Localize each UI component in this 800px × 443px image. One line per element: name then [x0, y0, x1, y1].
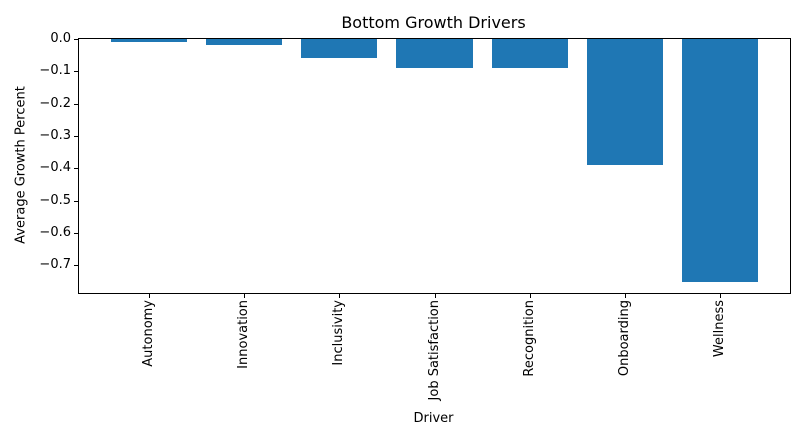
bar-innovation [206, 39, 283, 46]
bar-autonomy [111, 39, 188, 43]
x-tick-mark [719, 293, 721, 298]
y-tick-mark [74, 39, 79, 40]
y-tick-mark [74, 200, 79, 202]
x-tick-label: Autonomy [141, 300, 157, 367]
x-tick-mark [434, 293, 436, 298]
y-axis-label: Average Growth Percent [13, 86, 29, 244]
bar-recognition [491, 39, 568, 69]
y-tick-label: −0.5 [39, 192, 71, 208]
x-tick-mark [149, 293, 151, 298]
x-axis-label: Driver [413, 411, 454, 426]
bar-job-satisfaction [396, 39, 473, 69]
y-tick-mark [74, 71, 79, 73]
bar-onboarding [586, 39, 663, 166]
plot-area: Autonomy Innovation Inclusivity Job Satisfa… [39, 31, 791, 400]
y-tick-label: −0.1 [39, 63, 71, 79]
x-tick-mark [624, 293, 626, 298]
y-tick-mark [74, 136, 79, 138]
y-tick-label: −0.4 [39, 160, 71, 176]
bar-inclusivity [301, 39, 378, 59]
y-tick-mark [74, 103, 79, 105]
x-tick-label: Innovation [236, 300, 252, 369]
x-tick-label: Job Satisfaction [426, 300, 442, 401]
y-tick-label: −0.6 [39, 225, 71, 241]
x-tick-label: Inclusivity [331, 300, 347, 366]
y-tick-label: −0.2 [39, 95, 71, 111]
x-tick-label: Recognition [521, 300, 537, 377]
y-tick-label: 0.0 [50, 31, 71, 46]
chart-title: Bottom Growth Drivers [341, 13, 526, 32]
x-tick-mark [339, 293, 341, 298]
y-tick-mark [74, 265, 79, 267]
y-tick-label: −0.7 [39, 257, 71, 273]
x-tick-label: Wellness [711, 300, 727, 358]
x-tick-mark [529, 293, 531, 298]
x-tick-mark [244, 293, 246, 298]
y-tick-label: −0.3 [39, 128, 71, 144]
x-tick-label: Onboarding [616, 300, 632, 377]
bar-wellness [681, 39, 758, 282]
y-tick-mark [74, 233, 79, 235]
y-tick-mark [74, 168, 79, 170]
